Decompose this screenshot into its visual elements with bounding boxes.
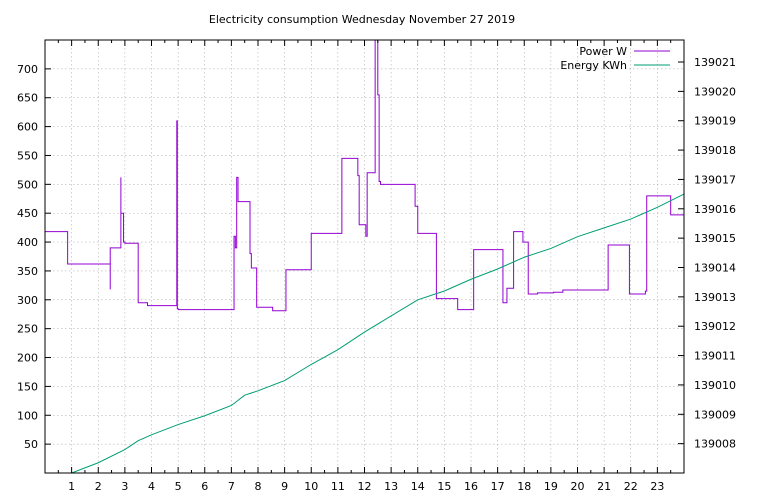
x-tick-label: 22 <box>624 480 638 493</box>
y2-tick-label: 139011 <box>694 350 736 363</box>
y-tick-label: 700 <box>17 63 38 76</box>
y-tick-label: 250 <box>17 323 38 336</box>
y2-tick-label: 139014 <box>694 262 736 275</box>
x-tick-label: 16 <box>464 480 478 493</box>
y2-tick-label: 139015 <box>694 232 736 245</box>
y-tick-label: 150 <box>17 380 38 393</box>
x-tick-label: 19 <box>544 480 558 493</box>
x-tick-label: 6 <box>201 480 208 493</box>
y2-tick-label: 139013 <box>694 291 736 304</box>
x-tick-label: 21 <box>597 480 611 493</box>
x-tick-label: 1 <box>68 480 75 493</box>
legend-label-energy-kwh: Energy KWh <box>560 59 627 72</box>
x-tick-label: 15 <box>437 480 451 493</box>
y2-tick-label: 139012 <box>694 320 736 333</box>
x-tick-label: 7 <box>228 480 235 493</box>
y-tick-label: 200 <box>17 352 38 365</box>
x-tick-label: 11 <box>331 480 345 493</box>
y-tick-label: 650 <box>17 92 38 105</box>
x-tick-label: 3 <box>121 480 128 493</box>
y2-tick-label: 139008 <box>694 438 736 451</box>
y2-tick-label: 139010 <box>694 379 736 392</box>
y-tick-label: 400 <box>17 236 38 249</box>
ticks <box>45 40 684 473</box>
x-tick-label: 4 <box>148 480 155 493</box>
x-tick-label: 2 <box>95 480 102 493</box>
y2-tick-label: 139017 <box>694 173 736 186</box>
x-tick-label: 5 <box>175 480 182 493</box>
series-line-energy-kwh <box>71 193 684 473</box>
x-tick-label: 8 <box>255 480 262 493</box>
y-tick-label: 600 <box>17 121 38 134</box>
x-tick-label: 10 <box>304 480 318 493</box>
y2-tick-label: 139020 <box>694 85 736 98</box>
chart-title: Electricity consumption Wednesday Novemb… <box>209 13 515 26</box>
y-tick-label: 450 <box>17 207 38 220</box>
legend-label-power-w: Power W <box>579 45 627 58</box>
y-tick-label: 550 <box>17 149 38 162</box>
x-tick-label: 14 <box>411 480 425 493</box>
x-tick-label: 17 <box>491 480 505 493</box>
x-tick-label: 12 <box>358 480 372 493</box>
y-tick-label: 500 <box>17 178 38 191</box>
y-tick-label: 300 <box>17 294 38 307</box>
y2-tick-label: 139009 <box>694 408 736 421</box>
tick-labels: 1 2 3 4 5 6 7 8 9 10 11 12 13 14 15 16 17 18 19 20 21 22 23501… <box>17 56 736 493</box>
y-tick-label: 100 <box>17 409 38 422</box>
x-tick-label: 9 <box>281 480 288 493</box>
x-tick-label: 23 <box>650 480 664 493</box>
grid <box>45 40 684 473</box>
y-tick-label: 50 <box>24 438 38 451</box>
y-tick-label: 350 <box>17 265 38 278</box>
y2-tick-label: 139021 <box>694 56 736 69</box>
x-tick-label: 18 <box>517 480 531 493</box>
x-tick-label: 13 <box>384 480 398 493</box>
y2-tick-label: 139016 <box>694 203 736 216</box>
series-line-power-w <box>45 40 684 312</box>
series-layer <box>45 40 684 473</box>
y2-tick-label: 139019 <box>694 115 736 128</box>
x-tick-label: 20 <box>571 480 585 493</box>
y2-tick-label: 139018 <box>694 144 736 157</box>
